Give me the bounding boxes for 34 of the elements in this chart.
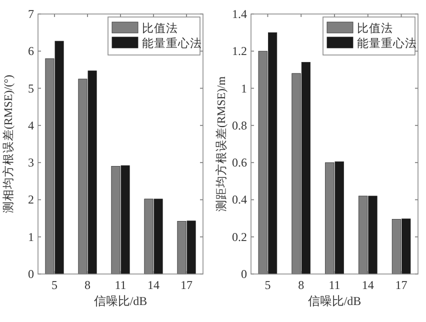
x-tick-label: 5 (52, 278, 58, 292)
y-tick-label: 7 (28, 7, 34, 21)
x-tick-label: 11 (114, 278, 126, 292)
legend-label: 能量重心法 (142, 36, 202, 50)
x-tick-label: 17 (180, 278, 192, 292)
y-tick-label: 0 (241, 267, 247, 281)
legend-label: 比值法 (142, 22, 178, 35)
y-tick-label: 0.2 (232, 230, 247, 244)
y-tick-label: 0 (28, 267, 34, 281)
y-tick-label: 6 (28, 44, 34, 58)
x-tick-label: 17 (395, 278, 408, 292)
legend-label: 能量重心法 (357, 36, 417, 50)
x-axis-title: 信噪比/dB (94, 294, 148, 308)
y-tick-label: 5 (28, 81, 34, 96)
x-tick-label: 5 (264, 278, 271, 292)
y-tick-label: 1.4 (232, 7, 247, 21)
y-tick-label: 0.4 (232, 192, 247, 207)
y-tick-label: 1.2 (232, 44, 247, 58)
x-tick-label: 14 (362, 278, 374, 292)
x-tick-label: 8 (298, 278, 304, 292)
x-tick-label: 14 (148, 278, 160, 292)
x-tick-label: 11 (328, 278, 340, 292)
y-axis-title: 测距均方根误差(RMSE)/m (214, 76, 228, 212)
y-axis-title: 测相均方根误差(RMSE)/(°) (1, 74, 15, 214)
y-tick-label: 4 (28, 118, 34, 132)
y-tick-label: 3 (28, 156, 34, 170)
legend-label: 比值法 (357, 22, 393, 35)
y-tick-label: 2 (28, 192, 34, 207)
x-tick-label: 8 (84, 278, 90, 292)
y-tick-label: 0.6 (232, 156, 247, 170)
x-axis-title: 信噪比/dB (308, 294, 362, 308)
y-tick-label: 1 (28, 230, 34, 244)
y-tick-label: 1 (241, 81, 247, 96)
y-tick-label: 0.8 (232, 118, 247, 132)
